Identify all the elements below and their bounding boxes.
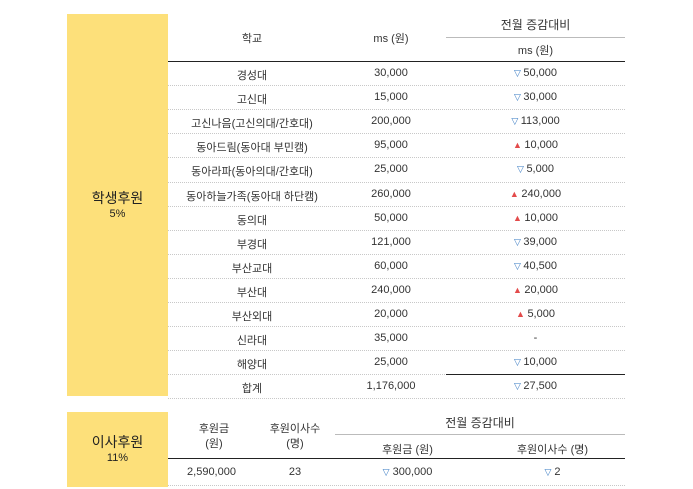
school-name: 동아라파(동아의대/간호대) [191, 166, 313, 179]
school-name: 동아하늘가족(동아대 하단캠) [186, 190, 318, 203]
change-value: ▲ 240,000 [509, 187, 562, 200]
school-name: 동아드림(동아대 부민캠) [196, 142, 308, 155]
board-support-title: 이사후원 [91, 434, 144, 450]
board-amount-change-value: 300,000 [392, 466, 433, 478]
amount-value: 30,000 [374, 67, 408, 79]
amount-value: 35,000 [374, 332, 408, 345]
amount-value: 25,000 [374, 356, 408, 369]
school-name: 고신나음(고신의대/간호대) [191, 118, 313, 131]
amount-value: 260,000 [371, 187, 411, 200]
decrease-icon: ▽ [513, 381, 524, 392]
board-amount-header: 후원금 [198, 423, 230, 435]
decrease-icon: ▽ [513, 92, 524, 103]
school-name: 부산외대 [231, 311, 273, 323]
decrease-icon: ▽ [544, 467, 552, 477]
board-count-change-value: 2 [554, 466, 561, 478]
school-header: 학교 [241, 33, 263, 45]
student-support-label: 학생후원 5% [67, 14, 168, 396]
change-value: ▲ 5,000 [516, 308, 555, 320]
amount-header: ms (원) [373, 33, 409, 45]
school-name: 부산대 [236, 286, 268, 299]
board-count-header-unit: (명) [286, 438, 304, 450]
change-value: ▽ 30,000 [513, 91, 558, 104]
total-label: 합계 [241, 383, 263, 396]
increase-icon: ▲ [516, 309, 528, 319]
amount-value: 200,000 [371, 115, 411, 128]
school-name: 동의대 [236, 214, 268, 227]
school-name: 부경대 [236, 238, 268, 251]
change-value: ▽ 5,000 [517, 163, 554, 176]
change-value: ▽ 50,000 [513, 67, 558, 79]
increase-icon: ▲ [512, 140, 525, 151]
student-support-percent: 5% [109, 207, 126, 220]
decrease-icon: ▽ [513, 236, 524, 247]
total-change: ▽ 27,500 [513, 380, 558, 393]
increase-icon: ▲ [512, 284, 525, 295]
board-amount-value: 2,590,000 [187, 466, 236, 478]
change-value: - [533, 332, 538, 345]
change-unit-header: ms (원) [517, 45, 554, 57]
student-support-title: 학생후원 [91, 189, 144, 206]
increase-icon: ▲ [512, 212, 525, 223]
amount-value: 121,000 [371, 235, 411, 248]
board-support-percent: 11% [106, 452, 129, 464]
board-count-value: 23 [288, 466, 302, 478]
increase-icon: ▲ [509, 188, 522, 199]
amount-value: 25,000 [374, 163, 408, 176]
amount-value: 95,000 [374, 139, 408, 152]
school-name: 신라대 [236, 335, 268, 348]
board-change-group-header: 전월 증감대비 [445, 416, 515, 430]
board-amount-change: ▽ 300,000 [335, 466, 480, 478]
amount-value: 60,000 [374, 259, 408, 272]
change-value: ▽ 113,000 [511, 115, 560, 128]
change-value: ▽ 40,500 [513, 259, 558, 272]
board-change-count-header: 후원이사수 (명) [516, 444, 589, 456]
school-name: 부산교대 [231, 262, 273, 275]
amount-value: 20,000 [374, 308, 408, 320]
change-value: ▲ 10,000 [512, 139, 559, 152]
amount-value: 15,000 [374, 91, 408, 104]
board-count-change: ▽ 2 [480, 466, 625, 478]
board-amount-header-unit: (원) [205, 438, 223, 450]
decrease-icon: ▽ [511, 116, 521, 127]
decrease-icon: ▽ [517, 164, 527, 175]
school-name: 고신대 [236, 94, 268, 107]
amount-value: 240,000 [371, 283, 411, 296]
board-count-header: 후원이사수 [269, 423, 321, 435]
amount-value: 50,000 [374, 211, 408, 224]
change-value: ▲ 10,000 [512, 211, 559, 224]
decrease-icon: ▽ [513, 68, 524, 78]
board-support-label: 이사후원 11% [67, 412, 168, 487]
school-name: 해양대 [236, 359, 268, 372]
school-name: 경성대 [236, 70, 268, 82]
decrease-icon: ▽ [513, 357, 524, 368]
decrease-icon: ▽ [382, 467, 390, 477]
change-group-header: 전월 증감대비 [500, 18, 571, 32]
decrease-icon: ▽ [513, 260, 524, 271]
change-value: ▽ 10,000 [513, 356, 558, 369]
change-value: ▽ 39,000 [513, 235, 558, 248]
board-change-amount-header: 후원금 (원) [382, 444, 433, 456]
total-amount: 1,176,000 [366, 380, 416, 393]
change-value: ▲ 20,000 [512, 283, 559, 296]
